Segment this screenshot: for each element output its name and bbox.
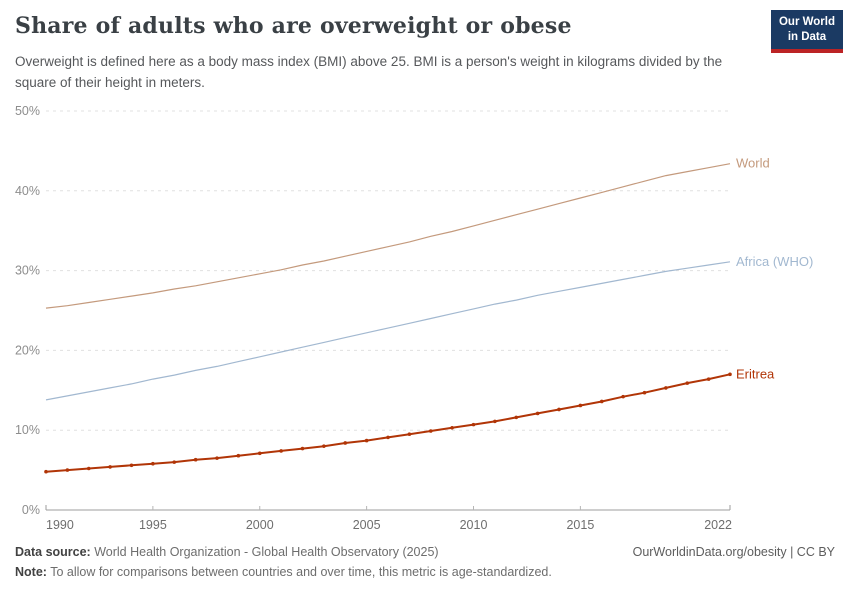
series-marker-eritrea (514, 415, 519, 420)
series-marker-eritrea (728, 372, 732, 377)
series-label-africa-who: Africa (WHO) (736, 254, 813, 269)
x-axis-tick-label: 2022 (704, 518, 732, 532)
x-axis-tick-label: 2000 (246, 518, 274, 532)
owid-logo-line1: Our World (778, 16, 835, 28)
data-source-text: World Health Organization - Global Healt… (90, 545, 439, 559)
series-marker-eritrea (279, 449, 283, 453)
series-marker-eritrea (364, 438, 369, 443)
series-marker-eritrea (65, 468, 70, 472)
y-axis-tick-label: 50% (15, 104, 40, 118)
series-marker-eritrea (535, 411, 540, 416)
series-marker-eritrea (343, 441, 348, 445)
page-title: Share of adults who are overweight or ob… (15, 13, 572, 39)
series-marker-eritrea (621, 394, 625, 399)
y-axis-tick-label: 0% (22, 503, 40, 517)
series-marker-eritrea (428, 429, 433, 433)
y-axis-tick-label: 40% (15, 184, 40, 198)
y-axis-tick-label: 10% (15, 423, 40, 437)
series-marker-eritrea (407, 432, 412, 436)
rights-link[interactable]: OurWorldinData.org/obesity | CC BY (632, 545, 835, 559)
series-marker-eritrea (215, 456, 219, 460)
series-marker-eritrea (236, 453, 241, 458)
note-label: Note: (15, 565, 47, 579)
series-marker-eritrea (322, 444, 326, 448)
data-source-line: Data source: World Health Organization -… (15, 545, 439, 559)
x-axis-tick-label: 1990 (46, 518, 74, 532)
series-marker-eritrea (172, 460, 177, 464)
series-marker-eritrea (599, 399, 604, 404)
series-marker-eritrea (493, 419, 497, 424)
series-marker-eritrea (86, 466, 91, 471)
series-marker-eritrea (300, 446, 305, 451)
series-marker-eritrea (151, 461, 155, 466)
x-axis-tick-label: 2005 (353, 518, 381, 532)
series-label-world: World (736, 156, 770, 171)
owid-logo-line2: in Data (787, 30, 827, 43)
series-line-world (45, 163, 731, 309)
series-marker-eritrea (450, 426, 454, 430)
chart-subtitle: Overweight is defined here as a body mas… (15, 54, 723, 90)
series-marker-eritrea (257, 451, 262, 456)
series-label-eritrea: Eritrea (736, 366, 775, 381)
owid-logo: Our World in Data (770, 10, 843, 53)
series-marker-eritrea (557, 407, 561, 412)
note-text: To allow for comparisons between countri… (46, 565, 552, 579)
series-marker-eritrea (642, 390, 647, 395)
series-marker-eritrea (129, 463, 134, 468)
series-marker-eritrea (471, 422, 476, 427)
series-marker-eritrea (44, 469, 48, 474)
y-axis-tick-label: 20% (15, 343, 40, 357)
series-marker-eritrea (193, 457, 198, 462)
series-line-africa-who (45, 261, 731, 401)
series-marker-eritrea (706, 377, 711, 381)
x-axis-tick-label: 2010 (460, 518, 488, 532)
series-marker-eritrea (664, 386, 668, 390)
series-line-eritrea (45, 373, 731, 473)
series-marker-eritrea (386, 435, 390, 440)
y-axis-tick-label: 30% (15, 264, 40, 278)
series-marker-eritrea (108, 465, 112, 469)
series-marker-eritrea (578, 403, 583, 408)
x-axis-tick-label: 2015 (566, 518, 594, 532)
x-axis-tick-label: 1995 (139, 518, 167, 532)
chart-footer: Data source: World Health Organization -… (15, 545, 835, 579)
chart-svg: 0% 10% 20% 30% 40% 50% 1990 1995 2000 2005 2010 201… (15, 104, 813, 532)
note-line: Note: To allow for comparisons between c… (15, 565, 552, 579)
data-source-label: Data source: (15, 545, 91, 559)
series-marker-eritrea (685, 381, 690, 385)
